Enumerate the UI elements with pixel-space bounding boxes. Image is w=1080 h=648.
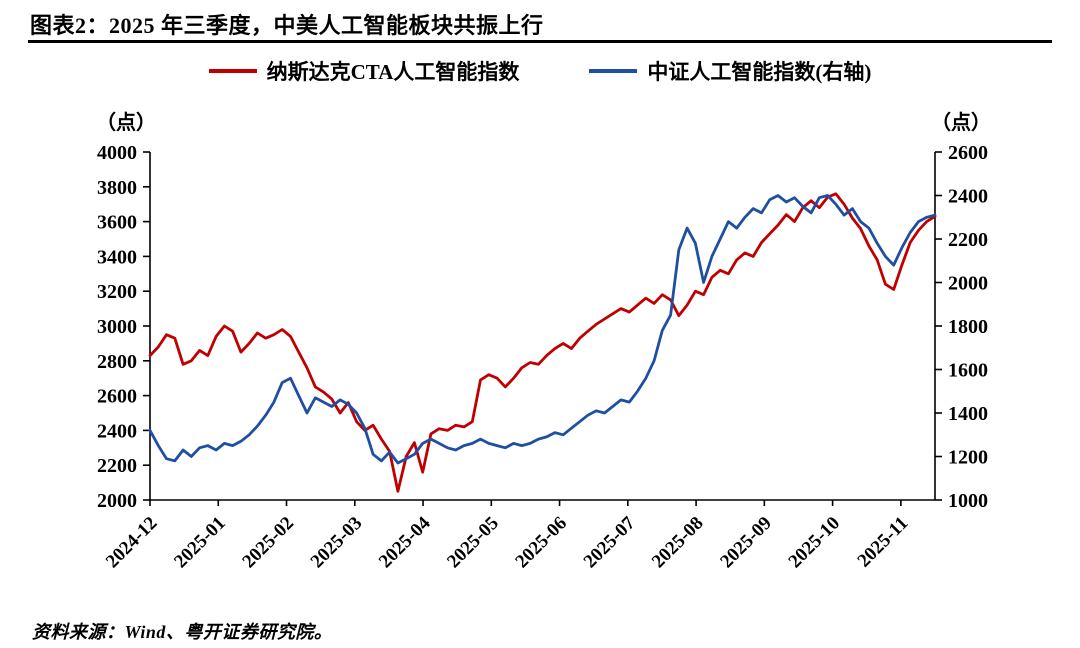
svg-text:2025-09: 2025-09 [716,513,776,573]
source-note: 资料来源：Wind、粤开证券研究院。 [32,622,333,642]
svg-text:2000: 2000 [948,273,988,295]
svg-text:2025-07: 2025-07 [580,512,640,572]
svg-text:2025-06: 2025-06 [511,513,571,573]
svg-text:2025-02: 2025-02 [238,513,298,573]
legend-label-csi-ai: 中证人工智能指数(右轴) [647,60,872,84]
title-divider [28,40,1052,43]
svg-text:3600: 3600 [97,212,137,234]
svg-text:2025-11: 2025-11 [854,513,913,572]
svg-text:2800: 2800 [97,351,137,373]
svg-text:2200: 2200 [948,229,988,251]
svg-text:1600: 1600 [948,360,988,382]
figure-title: 图表2：2025 年三季度，中美人工智能板块共振上行 [30,13,544,38]
svg-text:2025-04: 2025-04 [375,512,435,572]
svg-text:2025-10: 2025-10 [785,513,845,573]
svg-text:2024-12: 2024-12 [102,513,162,573]
blue-line-swatch [589,69,638,73]
svg-text:2400: 2400 [948,186,988,208]
svg-text:1800: 1800 [948,316,988,338]
legend-label-nasdaq-cta-ai: 纳斯达克CTA人工智能指数 [266,60,520,84]
svg-text:4000: 4000 [97,142,137,164]
svg-text:1000: 1000 [948,490,988,512]
chart-legend: 纳斯达克CTA人工智能指数 中证人工智能指数(右轴) [0,56,1080,86]
left-axis-unit-label: （点） [96,112,156,134]
svg-text:3400: 3400 [97,246,137,268]
svg-text:3200: 3200 [97,281,137,303]
svg-text:2400: 2400 [97,420,137,442]
svg-text:1200: 1200 [948,447,988,469]
svg-text:2600: 2600 [948,142,988,164]
svg-text:2200: 2200 [97,455,137,477]
svg-text:3000: 3000 [97,316,137,338]
red-line-swatch [208,69,257,73]
svg-text:2025-01: 2025-01 [170,513,230,573]
svg-text:1400: 1400 [948,403,988,425]
svg-text:2025-08: 2025-08 [648,513,708,573]
legend-item-csi-ai: 中证人工智能指数(右轴) [589,56,871,86]
legend-item-nasdaq-cta-ai: 纳斯达克CTA人工智能指数 [208,56,520,86]
right-axis-unit-label: （点） [931,112,991,134]
svg-text:2025-05: 2025-05 [443,513,503,573]
svg-text:3800: 3800 [97,177,137,199]
svg-text:2600: 2600 [97,386,137,408]
svg-text:2000: 2000 [97,490,137,512]
svg-text:2025-03: 2025-03 [307,513,367,573]
